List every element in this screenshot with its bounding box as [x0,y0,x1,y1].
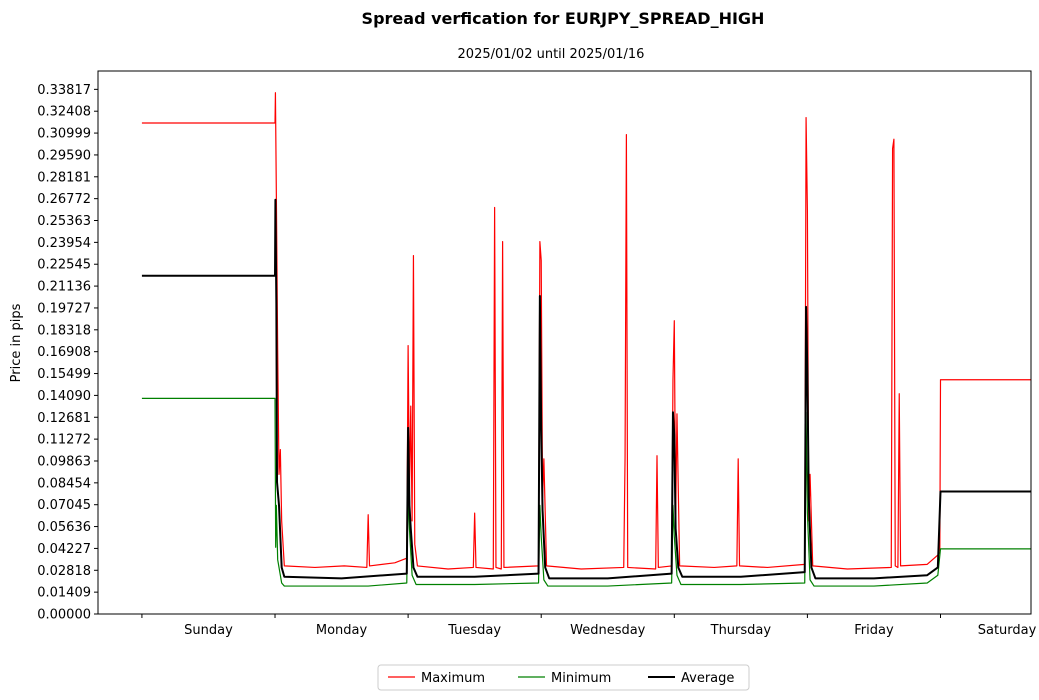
series-line-maximum [141,92,1031,570]
y-tick-label: 0.21136 [37,280,91,295]
legend-label-maximum: Maximum [421,671,485,686]
y-tick-label: 0.12681 [37,411,91,426]
y-tick-label: 0.14090 [37,389,91,404]
x-tick-label: Saturday [978,623,1037,638]
y-tick-label: 0.07045 [37,498,91,513]
y-tick-label: 0.32408 [37,105,91,120]
y-axis-label: Price in pips [9,303,24,382]
x-axis: Sunday Monday Tuesday Wednesday Thursday Frid… [141,614,1037,638]
y-tick-label: 0.15499 [37,367,91,382]
y-tick-label: 0.28181 [37,170,91,185]
y-tick-label: 0.08454 [37,476,91,491]
y-tick-label: 0.29590 [37,148,91,163]
legend-label-minimum: Minimum [551,671,611,686]
y-tick-label: 0.25363 [37,214,91,229]
x-tick-label: Thursday [710,623,772,638]
y-tick-label: 0.26772 [37,192,91,207]
y-tick-label: 0.11272 [37,433,91,448]
legend-box [377,664,750,691]
y-tick-label: 0.02818 [37,564,91,579]
x-tick-label: Tuesday [447,623,501,638]
series-line-average [141,198,1031,580]
legend: Maximum Minimum Average [377,664,750,691]
y-tick-label: 0.23954 [37,236,91,251]
x-tick-label: Sunday [184,623,233,638]
x-tick-label: Wednesday [570,623,646,638]
plot-frame [97,70,1032,615]
series-line-minimum [141,397,1031,587]
chart-title: Spread verfication for EURJPY_SPREAD_HIG… [362,9,765,28]
y-axis: 0.00000 0.01409 0.02818 0.04227 0.05636 0.070… [37,83,98,623]
x-tick-label: Friday [854,623,894,638]
chart-subtitle: 2025/01/02 until 2025/01/16 [458,47,645,62]
legend-label-average: Average [681,671,734,686]
y-tick-label: 0.04227 [37,542,91,557]
y-tick-label: 0.19727 [37,301,91,316]
y-tick-label: 0.33817 [37,83,91,98]
y-tick-label: 0.16908 [37,345,91,360]
y-tick-label: 0.01409 [37,586,91,601]
x-tick-label: Monday [316,623,368,638]
y-tick-label: 0.22545 [37,258,91,273]
y-tick-label: 0.05636 [37,520,91,535]
y-tick-label: 0.00000 [37,608,91,623]
y-tick-label: 0.09863 [37,454,91,469]
series-layer [141,92,1031,587]
y-tick-label: 0.18318 [37,323,91,338]
y-tick-label: 0.30999 [37,127,91,142]
